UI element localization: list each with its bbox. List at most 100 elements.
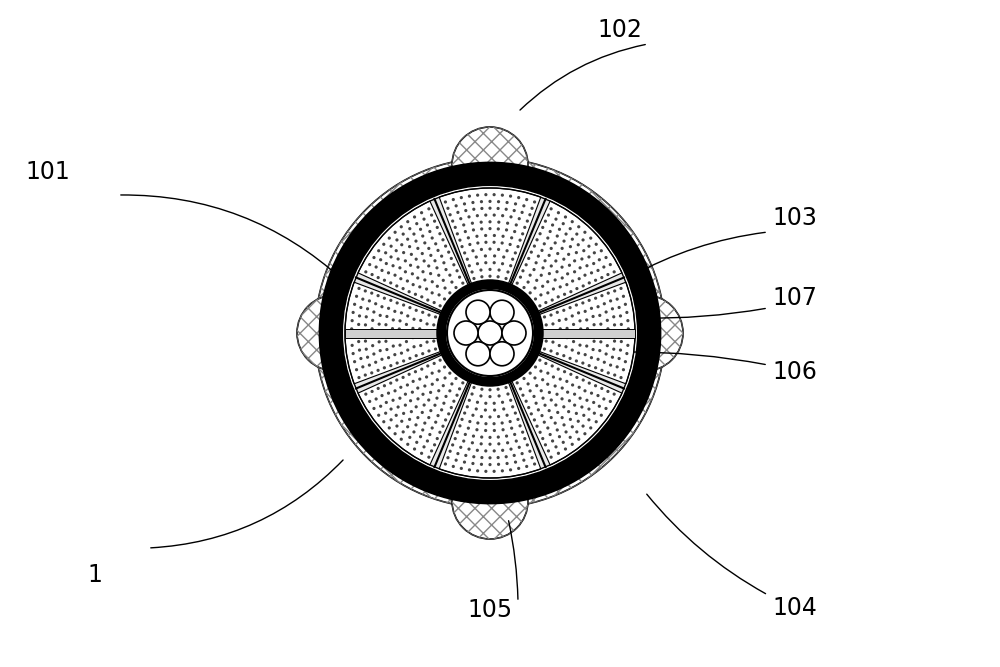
- Circle shape: [342, 185, 638, 481]
- Circle shape: [404, 331, 408, 335]
- Circle shape: [571, 220, 574, 223]
- Circle shape: [431, 280, 434, 283]
- Circle shape: [548, 253, 551, 257]
- Circle shape: [361, 366, 364, 368]
- Circle shape: [501, 262, 504, 265]
- Circle shape: [564, 345, 568, 348]
- Text: 101: 101: [26, 160, 70, 184]
- Circle shape: [387, 307, 390, 310]
- Circle shape: [414, 293, 417, 296]
- Circle shape: [530, 456, 534, 460]
- Circle shape: [442, 402, 445, 405]
- Circle shape: [509, 420, 512, 423]
- Circle shape: [393, 432, 397, 436]
- Circle shape: [506, 221, 509, 225]
- Circle shape: [505, 462, 509, 465]
- Circle shape: [488, 267, 492, 271]
- Circle shape: [458, 275, 461, 279]
- Circle shape: [561, 247, 564, 250]
- Circle shape: [391, 399, 395, 402]
- Circle shape: [423, 259, 426, 263]
- Circle shape: [378, 340, 381, 344]
- Circle shape: [454, 321, 478, 345]
- Circle shape: [609, 299, 612, 303]
- Circle shape: [548, 391, 551, 394]
- Circle shape: [364, 323, 367, 326]
- Circle shape: [562, 222, 565, 225]
- Circle shape: [471, 414, 475, 417]
- Circle shape: [400, 225, 403, 228]
- Circle shape: [609, 400, 612, 403]
- Circle shape: [580, 406, 583, 409]
- Circle shape: [554, 241, 557, 245]
- Circle shape: [529, 390, 532, 392]
- Circle shape: [452, 400, 455, 403]
- Circle shape: [398, 344, 402, 347]
- Circle shape: [497, 456, 500, 459]
- Circle shape: [395, 238, 399, 241]
- Circle shape: [588, 299, 591, 302]
- Circle shape: [539, 293, 543, 297]
- Circle shape: [506, 270, 510, 273]
- Circle shape: [561, 416, 564, 420]
- Circle shape: [395, 249, 398, 252]
- Circle shape: [387, 392, 390, 395]
- Circle shape: [562, 309, 565, 312]
- Circle shape: [509, 399, 512, 402]
- Circle shape: [427, 247, 430, 250]
- Circle shape: [476, 449, 479, 452]
- Circle shape: [578, 344, 582, 347]
- Circle shape: [421, 393, 425, 396]
- Circle shape: [592, 401, 595, 404]
- Circle shape: [380, 269, 384, 272]
- Circle shape: [554, 446, 558, 448]
- Circle shape: [627, 336, 630, 339]
- Circle shape: [471, 201, 475, 204]
- Circle shape: [497, 221, 500, 223]
- Circle shape: [523, 437, 526, 440]
- Circle shape: [585, 344, 588, 348]
- Circle shape: [537, 255, 540, 257]
- Circle shape: [404, 270, 407, 273]
- Circle shape: [533, 462, 536, 466]
- Circle shape: [397, 406, 400, 409]
- Circle shape: [359, 306, 362, 309]
- Circle shape: [577, 352, 580, 355]
- Circle shape: [581, 362, 584, 365]
- Circle shape: [379, 405, 382, 408]
- Circle shape: [448, 273, 451, 277]
- Circle shape: [480, 463, 483, 466]
- Circle shape: [414, 424, 418, 426]
- Circle shape: [454, 225, 457, 229]
- Circle shape: [475, 428, 479, 432]
- Circle shape: [378, 323, 381, 325]
- Circle shape: [468, 195, 471, 197]
- Circle shape: [413, 215, 416, 219]
- Circle shape: [521, 394, 525, 397]
- Circle shape: [440, 255, 443, 257]
- Circle shape: [509, 264, 512, 267]
- Circle shape: [385, 262, 388, 265]
- Circle shape: [398, 336, 401, 339]
- Circle shape: [600, 369, 604, 372]
- Circle shape: [370, 336, 374, 339]
- Circle shape: [618, 357, 621, 360]
- Circle shape: [464, 433, 467, 436]
- Circle shape: [466, 342, 490, 366]
- Circle shape: [402, 233, 405, 235]
- Circle shape: [459, 446, 462, 449]
- Circle shape: [415, 406, 418, 408]
- Circle shape: [554, 422, 557, 425]
- Circle shape: [357, 331, 360, 335]
- Circle shape: [530, 207, 534, 210]
- Circle shape: [388, 237, 391, 239]
- Circle shape: [421, 270, 425, 273]
- Circle shape: [488, 463, 492, 466]
- Circle shape: [418, 336, 421, 339]
- Circle shape: [389, 418, 393, 422]
- Circle shape: [393, 390, 397, 392]
- Circle shape: [395, 284, 398, 287]
- Circle shape: [528, 213, 531, 216]
- Wedge shape: [512, 355, 622, 465]
- Circle shape: [467, 427, 470, 430]
